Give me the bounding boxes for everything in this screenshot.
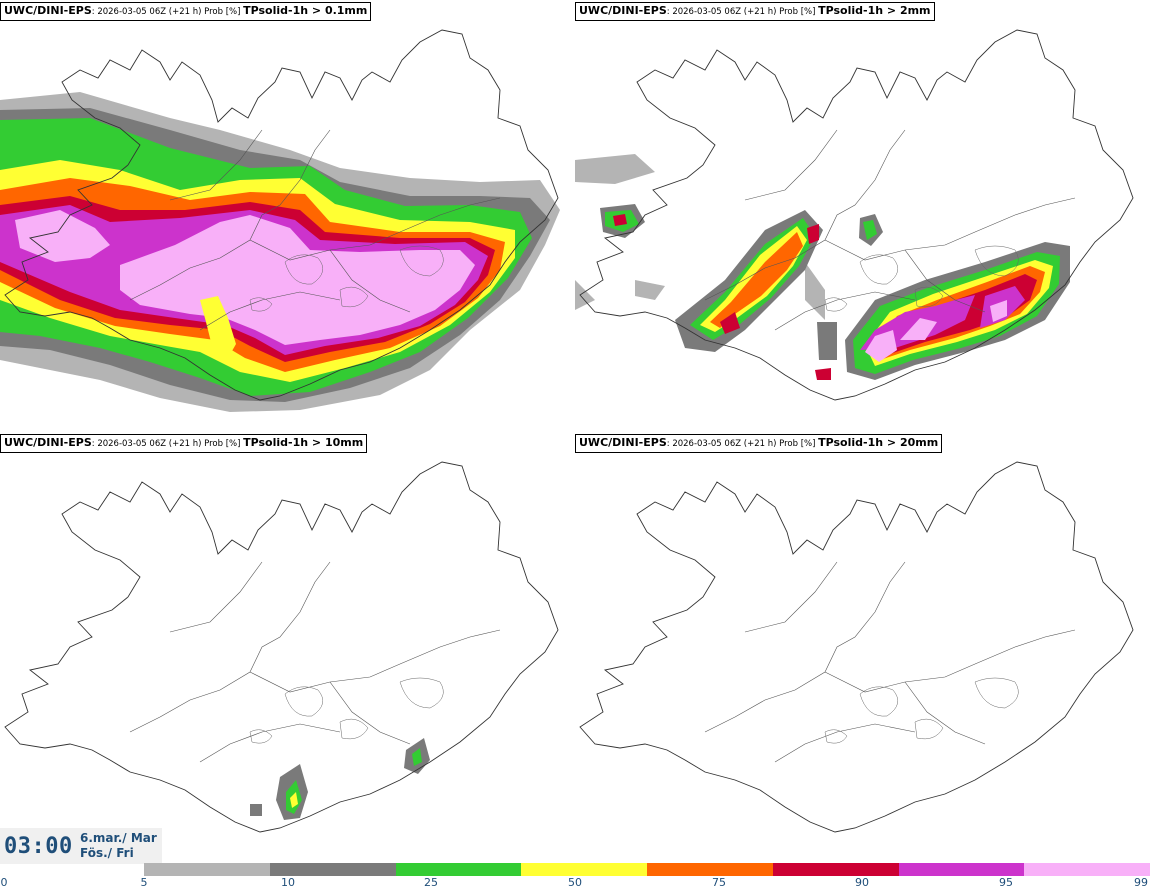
precip-map-3 xyxy=(4,461,559,833)
colorbar-segment xyxy=(772,863,899,876)
valid-time-box: 03:00 6.mar./ Mar Fös./ Fri xyxy=(0,828,162,864)
variable-label: TPsolid-1h > 0.1mm xyxy=(243,4,368,17)
panel-title-3: UWC/DINI-EPS: 2026-03-05 06Z (+21 h) Pro… xyxy=(0,434,368,453)
prob-area-yellow-spot xyxy=(200,296,236,358)
prob-area-magenta xyxy=(860,286,1025,350)
colorbar-label: 5 xyxy=(140,876,148,889)
model-name: UWC/DINI-EPS xyxy=(4,436,92,449)
model-name: UWC/DINI-EPS xyxy=(4,4,92,17)
run-info: : 2026-03-05 06Z (+21 h) Prob [%] xyxy=(91,7,244,17)
model-name: UWC/DINI-EPS xyxy=(579,436,667,449)
colorbar-segment xyxy=(647,863,773,876)
colorbar-segment xyxy=(395,863,522,876)
run-info: : 2026-03-05 06Z (+21 h) Prob [%] xyxy=(91,439,244,449)
map-panel-2: UWC/DINI-EPS: 2026-03-05 06Z (+21 h) Pro… xyxy=(575,0,1150,430)
colorbar-segment xyxy=(521,863,647,876)
colorbar-label: 95 xyxy=(999,876,1013,889)
colorbar-segment xyxy=(898,863,1025,876)
run-info: : 2026-03-05 06Z (+21 h) Prob [%] xyxy=(666,7,819,17)
precip-map-4 xyxy=(579,461,1134,833)
colorbar-label: 75 xyxy=(712,876,726,889)
prob-area-green xyxy=(286,748,422,814)
valid-date: 6.mar./ Mar xyxy=(80,831,157,845)
map-panel-3: UWC/DINI-EPS: 2026-03-05 06Z (+21 h) Pro… xyxy=(0,432,575,862)
colorbar-label: 99 xyxy=(1134,876,1148,889)
precip-map-1 xyxy=(0,29,560,412)
panel-title-4: UWC/DINI-EPS: 2026-03-05 06Z (+21 h) Pro… xyxy=(575,434,943,453)
prob-area-red xyxy=(613,214,1037,380)
colorbar-label: 10 xyxy=(281,876,295,889)
colorbar-label: 0 xyxy=(0,876,8,889)
variable-label: TPsolid-1h > 10mm xyxy=(243,436,364,449)
variable-label: TPsolid-1h > 20mm xyxy=(818,436,939,449)
precip-map-2 xyxy=(575,29,1134,401)
colorbar-segment xyxy=(269,863,396,876)
prob-area-pink xyxy=(865,300,1007,362)
prob-area-pink xyxy=(15,210,475,345)
panel-title-1: UWC/DINI-EPS: 2026-03-05 06Z (+21 h) Pro… xyxy=(0,2,372,21)
map-panel-4: UWC/DINI-EPS: 2026-03-05 06Z (+21 h) Pro… xyxy=(575,432,1150,862)
colorbar-segment xyxy=(1024,863,1150,876)
valid-weekday: Fös./ Fri xyxy=(80,846,134,860)
colorbar xyxy=(144,863,1150,876)
variable-label: TPsolid-1h > 2mm xyxy=(818,4,931,17)
prob-area-gray-dark xyxy=(250,738,430,820)
colorbar-label: 90 xyxy=(855,876,869,889)
colorbar-label: 25 xyxy=(424,876,438,889)
colorbar-label: 50 xyxy=(568,876,582,889)
prob-area-yellow xyxy=(290,792,298,808)
run-info: : 2026-03-05 06Z (+21 h) Prob [%] xyxy=(666,439,819,449)
map-panel-1: UWC/DINI-EPS: 2026-03-05 06Z (+21 h) Pro… xyxy=(0,0,575,430)
panel-title-2: UWC/DINI-EPS: 2026-03-05 06Z (+21 h) Pro… xyxy=(575,2,935,21)
valid-time: 03:00 xyxy=(4,834,73,859)
model-name: UWC/DINI-EPS xyxy=(579,4,667,17)
colorbar-segment xyxy=(144,863,270,876)
prob-area-gray-light xyxy=(575,154,825,320)
